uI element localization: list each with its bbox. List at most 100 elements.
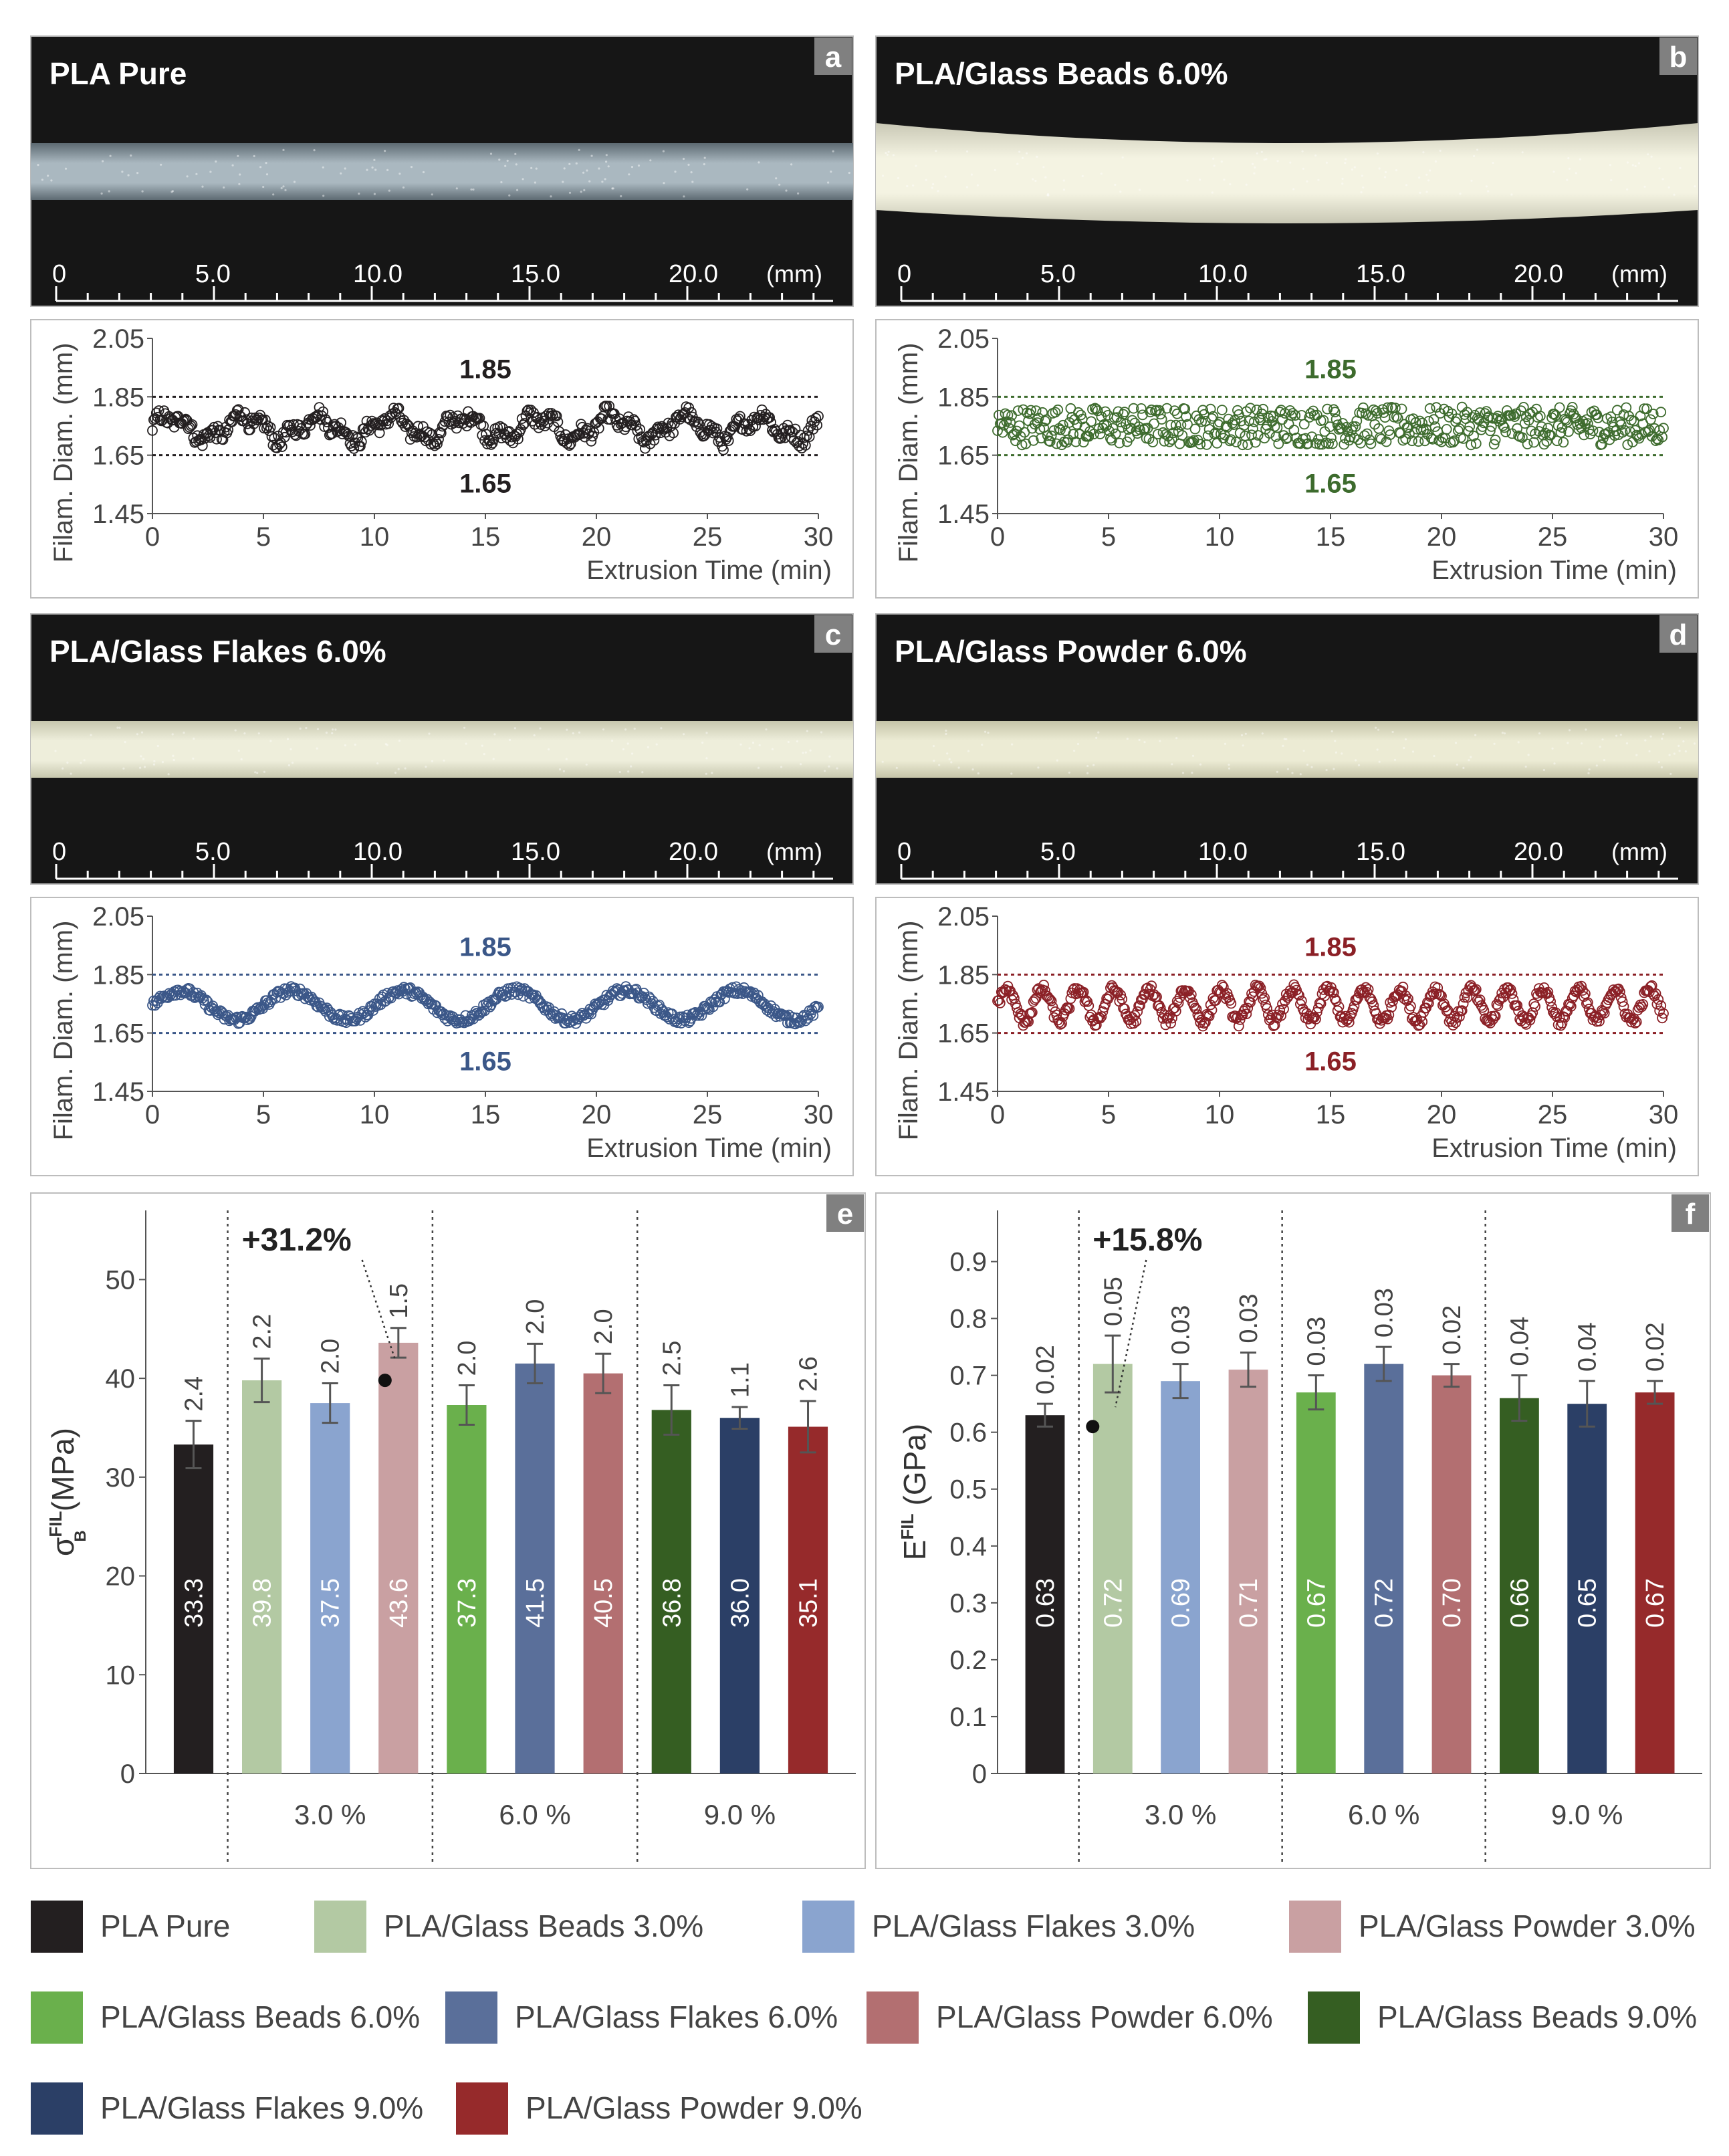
- value-label: 40.5: [590, 1578, 618, 1628]
- ruler-tick-label: 5.0: [1040, 260, 1076, 288]
- filament-grain: [127, 174, 130, 177]
- filament-grain: [118, 726, 121, 729]
- bar-y-tick-label: 0.7: [949, 1362, 987, 1391]
- scatter-point: [197, 440, 208, 451]
- filament-grain: [316, 728, 320, 730]
- filament-grain: [809, 749, 812, 752]
- filament-grain: [171, 190, 174, 193]
- filament-grain: [611, 740, 614, 742]
- bar: [1364, 1364, 1404, 1773]
- scatter-point: [1153, 429, 1163, 439]
- filament-grain: [50, 179, 53, 182]
- legend-label: PLA/Glass Beads 9.0%: [1377, 2000, 1697, 2034]
- scatter-point: [1323, 438, 1334, 449]
- bar-y-tick-label: 30: [106, 1463, 136, 1493]
- scatter-point: [696, 429, 707, 440]
- filament-grain: [344, 167, 346, 170]
- filament-grain: [1341, 752, 1343, 755]
- filament-grain: [489, 152, 493, 155]
- scatter-point: [1382, 1013, 1393, 1025]
- scatter-point: [1259, 992, 1270, 1003]
- scatter-point: [1044, 994, 1056, 1005]
- filament-grain: [1331, 730, 1333, 733]
- filament-grain: [1647, 153, 1649, 156]
- scatter-y-tick-label: 1.65: [92, 1019, 144, 1049]
- filament-grain: [257, 732, 260, 735]
- filament-grain: [153, 760, 156, 762]
- scatter-point: [1530, 1001, 1541, 1012]
- scatter-y-tick-label: 1.85: [92, 960, 144, 990]
- filament-grain: [130, 154, 132, 157]
- filament-grain: [1462, 766, 1465, 769]
- scatter-point: [1615, 419, 1627, 430]
- filament-grain: [195, 173, 198, 175]
- filament-grain: [830, 171, 832, 173]
- bar: [583, 1373, 623, 1773]
- group-label: 6.0 %: [499, 1799, 570, 1830]
- scatter-point: [1559, 1012, 1571, 1023]
- filament-grain: [428, 732, 431, 735]
- scatter-x-tick-label: 20: [582, 1100, 612, 1129]
- scatter-y-tick-label: 1.45: [937, 1077, 990, 1107]
- filament-grain: [976, 184, 979, 187]
- legend-label: PLA/Glass Beads 3.0%: [384, 1909, 703, 1943]
- filament-grain: [1341, 183, 1344, 185]
- filament-grain: [1121, 156, 1124, 159]
- scatter-point: [233, 404, 244, 415]
- bar: [1635, 1392, 1675, 1773]
- legend-swatch: [445, 1991, 497, 2044]
- scatter-point: [1653, 994, 1664, 1005]
- panel-letter-badge: [814, 615, 852, 653]
- scatter-point: [1558, 437, 1569, 448]
- legend-item: PLA/Glass Powder 6.0%: [867, 1991, 1273, 2044]
- scatter-point: [1135, 424, 1145, 435]
- scatter-point: [1349, 1000, 1360, 1012]
- scatter-point: [1206, 1004, 1218, 1016]
- scatter-point: [1505, 984, 1516, 995]
- scatter-point: [1068, 429, 1079, 440]
- bar-y-tick-label: 50: [106, 1265, 136, 1295]
- bar: [1500, 1398, 1539, 1773]
- scatter-point: [1119, 407, 1130, 417]
- bar-y-tick-label: 10: [106, 1660, 136, 1690]
- filament-grain: [269, 740, 272, 742]
- scatter-point: [1110, 428, 1121, 439]
- filament-grain: [566, 728, 568, 731]
- legend-swatch: [802, 1901, 854, 1953]
- scatter-point: [1318, 415, 1329, 426]
- bar: [719, 1418, 760, 1773]
- filament-grain: [344, 744, 347, 747]
- scatter-point: [1250, 980, 1261, 990]
- filament-grain: [586, 169, 588, 172]
- scatter-point: [632, 425, 643, 437]
- scatter-point: [1647, 409, 1659, 419]
- scatter-point: [1266, 416, 1278, 427]
- scatter-point: [413, 421, 424, 432]
- filament-grain: [483, 753, 485, 756]
- filament-grain: [932, 745, 935, 748]
- filament-grain: [108, 190, 110, 193]
- scatter-point: [1156, 414, 1167, 425]
- scatter-point: [1454, 1011, 1465, 1022]
- scatter-x-tick-label: 10: [360, 1100, 390, 1129]
- value-label: 41.5: [522, 1578, 550, 1628]
- bar: [173, 1444, 214, 1773]
- filament-grain: [1553, 762, 1556, 765]
- filament-grain: [1649, 735, 1652, 738]
- scatter-point: [164, 413, 176, 424]
- filament-grain: [1285, 738, 1288, 740]
- scatter-point: [1255, 982, 1266, 994]
- filament-grain: [398, 173, 401, 175]
- scatter-point: [1048, 425, 1060, 436]
- scatter-point: [551, 411, 562, 421]
- scatter-point: [1245, 403, 1256, 414]
- scatter-point: [1431, 402, 1442, 413]
- scatter-point: [691, 421, 702, 432]
- scatter-point: [784, 425, 796, 436]
- scatter-point: [1254, 980, 1265, 992]
- scatter-point: [1046, 996, 1057, 1006]
- scatter-point: [1182, 419, 1193, 430]
- scatter-point: [1014, 420, 1025, 431]
- filament-grain: [966, 150, 969, 153]
- scatter-point: [1280, 433, 1292, 445]
